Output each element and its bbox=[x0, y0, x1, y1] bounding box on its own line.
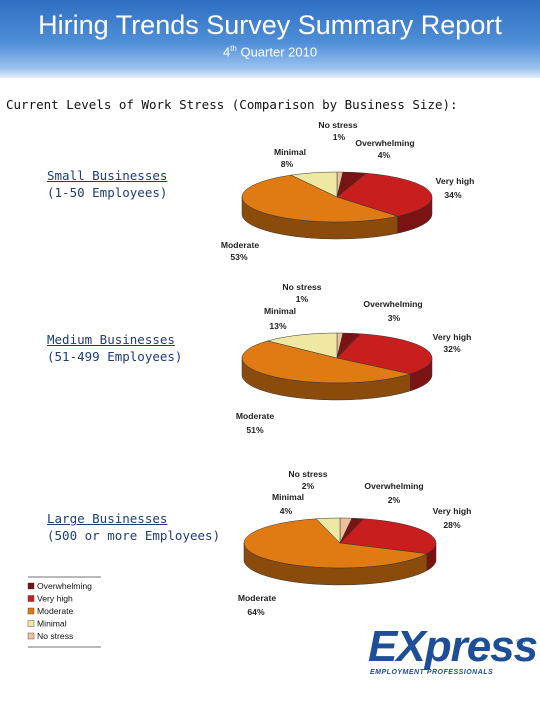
legend-swatch-overwhelming bbox=[27, 582, 35, 590]
pie-1-label-minimal: Minimal bbox=[274, 147, 306, 157]
pie-3-value-minimal: 4% bbox=[280, 506, 293, 516]
pie-1-label-very-high: Very high bbox=[436, 176, 475, 186]
pie-3-value-no-stress: 2% bbox=[302, 481, 315, 491]
pie-1-label-no-stress: No stress bbox=[318, 120, 357, 130]
pie-1-slice-moderate bbox=[241, 174, 399, 223]
pie-2-value-very-high: 32% bbox=[443, 344, 461, 354]
pie-2-slice-minimal bbox=[266, 332, 338, 359]
pie-2-value-moderate: 51% bbox=[246, 425, 264, 435]
pie-1-label-overwhelming: Overwhelming bbox=[355, 138, 414, 148]
pie-2-label-moderate: Moderate bbox=[236, 411, 274, 421]
pie-3-slice-minimal bbox=[315, 517, 341, 544]
pie-3-value-moderate: 64% bbox=[247, 607, 265, 617]
pie-1-value-very-high: 34% bbox=[444, 190, 462, 200]
legend-swatch-minimal bbox=[27, 620, 35, 627]
pie-2-value-minimal: 13% bbox=[269, 321, 287, 331]
subtitle-number: 4 bbox=[222, 44, 231, 60]
legend-label-no-stress: No stress bbox=[37, 631, 73, 641]
pie-3-slice-moderate bbox=[243, 518, 428, 569]
large-business-name: Large Businesses bbox=[47, 511, 168, 526]
pie-2-label-overwhelming: Overwhelming bbox=[363, 299, 422, 309]
logo-wordmark: EXpress bbox=[368, 622, 538, 671]
medium-business-name: Medium Businesses bbox=[47, 332, 175, 347]
logo-tagline: EMPLOYMENT PROFESSIONALS bbox=[370, 669, 494, 676]
large-business-range: (500 or more Employees) bbox=[47, 528, 221, 543]
pie-3-value-overwhelming: 2% bbox=[388, 495, 401, 505]
section-heading: Current Levels of Work Stress (Compariso… bbox=[6, 97, 458, 112]
pie-1-value-minimal: 8% bbox=[281, 159, 294, 169]
pie-3-label-very-high: Very high bbox=[433, 506, 472, 516]
pie-1-slice-minimal bbox=[290, 171, 338, 198]
small-business-name: Small Businesses bbox=[47, 168, 168, 183]
pie-3-label-moderate: Moderate bbox=[238, 593, 276, 603]
pie-1-slice-very-high bbox=[336, 172, 433, 217]
pie-2-slice-moderate bbox=[241, 340, 412, 384]
pie-3-label-no-stress: No stress bbox=[288, 469, 327, 479]
legend-label-overwhelming: Overwhelming bbox=[37, 581, 92, 591]
page-subtitle: 4th Quarter 2010 bbox=[0, 44, 540, 59]
pie-3-value-very-high: 28% bbox=[443, 520, 461, 530]
pie-1-value-no-stress: 1% bbox=[333, 132, 346, 142]
pie-1-value-moderate: 53% bbox=[230, 252, 248, 262]
medium-business-label: Medium Businesses (51-499 Employees) bbox=[47, 331, 182, 365]
legend-label-minimal: Minimal bbox=[37, 619, 67, 629]
legend-label-moderate: Moderate bbox=[37, 606, 74, 616]
legend-swatch-moderate bbox=[27, 607, 35, 615]
pie-2-slice-very-high bbox=[336, 333, 433, 375]
large-business-label: Large Businesses (500 or more Employees) bbox=[47, 510, 220, 544]
page-title: Hiring Trends Survey Summary Report bbox=[38, 10, 502, 40]
pie-2-label-no-stress: No stress bbox=[282, 282, 321, 292]
pie-2-value-overwhelming: 3% bbox=[388, 313, 401, 323]
pie-1-label-moderate: Moderate bbox=[221, 240, 259, 250]
legend-swatch-very-high bbox=[27, 595, 35, 602]
pie-3-label-minimal: Minimal bbox=[272, 492, 304, 502]
express-logo: EXpress SM EMPLOYMENT PROFESSIONALS bbox=[368, 622, 538, 680]
legend-swatch-no-stress bbox=[27, 632, 35, 640]
subtitle-ordinal: th bbox=[230, 44, 237, 53]
pie-3-label-overwhelming: Overwhelming bbox=[364, 481, 423, 491]
legend-label-very-high: Very high bbox=[37, 594, 73, 604]
pie-2-label-minimal: Minimal bbox=[264, 306, 296, 316]
pie-1-value-overwhelming: 4% bbox=[378, 150, 391, 160]
pie-2-value-no-stress: 1% bbox=[296, 294, 309, 304]
subtitle-text: Quarter 2010 bbox=[236, 44, 318, 60]
medium-business-range: (51-499 Employees) bbox=[47, 349, 183, 364]
small-business-range: (1-50 Employees) bbox=[47, 185, 168, 200]
small-business-label: Small Businesses (1-50 Employees) bbox=[47, 167, 167, 201]
pie-3-slice-very-high bbox=[339, 518, 437, 554]
header-banner: Hiring Trends Survey Summary Report 4th … bbox=[0, 0, 540, 78]
logo-service-mark: SM bbox=[516, 640, 525, 646]
pie-2-label-very-high: Very high bbox=[433, 332, 472, 342]
